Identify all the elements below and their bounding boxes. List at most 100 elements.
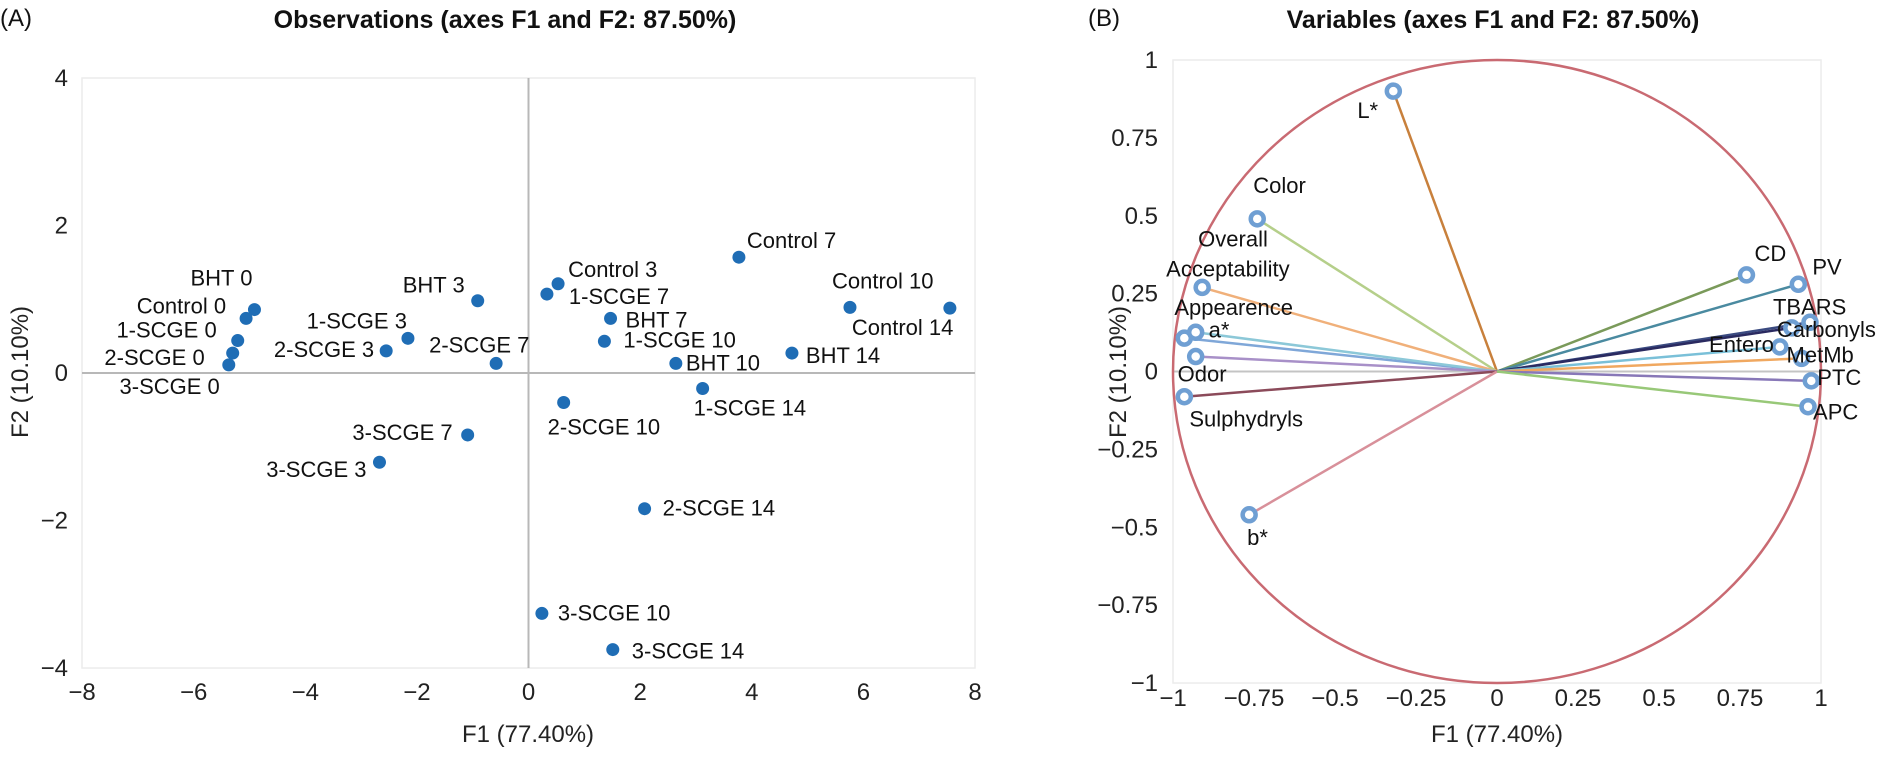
point-label: 1-SCGE 7 (569, 284, 669, 309)
data-point (638, 502, 652, 516)
variable-label: b* (1247, 525, 1268, 550)
y-tick-label: −0.75 (1097, 592, 1158, 619)
x-tick-label: −0.75 (1224, 685, 1285, 712)
variable-marker (1186, 347, 1205, 366)
data-point (557, 396, 571, 409)
variable-marker (1175, 387, 1194, 406)
point-label: 3-SCGE 10 (558, 600, 671, 625)
variable-vector (1256, 217, 1498, 373)
variable-vector (1496, 283, 1799, 373)
data-point (843, 300, 857, 314)
y-tick-label: 1 (1145, 47, 1158, 74)
y-tick-label: 0.5 (1125, 203, 1158, 230)
variable-marker (1384, 82, 1403, 100)
variable-vector (1496, 273, 1747, 373)
data-point (732, 250, 746, 264)
x-tick-label: 8 (968, 679, 981, 706)
variable-label: Overall (1198, 226, 1268, 251)
data-point (461, 428, 475, 442)
data-point (379, 344, 393, 358)
point-label: BHT 7 (626, 307, 688, 332)
variable-marker (1789, 275, 1808, 294)
variable-marker (1771, 338, 1789, 356)
point-label: 2-SCGE 3 (274, 337, 374, 362)
y-tick-label: −0.25 (1097, 436, 1158, 463)
data-point (696, 381, 710, 395)
point-label: 2-SCGE 7 (429, 332, 529, 357)
variable-marker (1792, 349, 1811, 368)
plot-title-b: Variables (axes F1 and F2: 87.50%) (1287, 6, 1700, 34)
variable-vector (1496, 370, 1809, 408)
x-tick-label: 2 (633, 679, 646, 706)
point-label: Control 3 (568, 257, 657, 282)
x-tick-label: −4 (292, 679, 319, 706)
variable-vector (1201, 286, 1498, 373)
y-tick-label: 4 (55, 65, 68, 92)
point-label: Control 0 (137, 293, 226, 318)
x-tick-label: −6 (180, 679, 207, 706)
y-tick-label: −4 (41, 655, 68, 682)
x-tick-label: −0.5 (1311, 685, 1358, 712)
y-tick-label: −1 (1131, 670, 1158, 697)
variable-vector (1496, 326, 1793, 373)
y-axis-label-b: F2 (10.10%) (1105, 306, 1132, 438)
y-tick-label: 0 (1145, 359, 1158, 386)
x-tick-label: 0.75 (1717, 685, 1764, 712)
variable-label: APC (1813, 400, 1858, 425)
data-point (785, 346, 799, 360)
point-label: BHT 10 (686, 350, 760, 375)
point-label: 3-SCGE 0 (120, 374, 220, 399)
x-tick-label: 1 (1814, 685, 1827, 712)
variable-label: Odor (1178, 362, 1227, 387)
data-point (239, 311, 253, 325)
variable-label: Carbonyls (1777, 317, 1876, 342)
point-label: 2-SCGE 14 (663, 496, 776, 521)
panel-label-a: (A) (0, 5, 32, 32)
point-label: BHT 0 (191, 266, 253, 291)
variable-marker (1783, 319, 1801, 337)
variable-marker (1193, 278, 1211, 297)
data-point (606, 643, 620, 657)
point-label: Control 10 (832, 268, 934, 293)
data-point (943, 301, 957, 315)
point-label: 3-SCGE 14 (632, 639, 745, 664)
x-tick-label: 0.25 (1555, 685, 1602, 712)
data-point (247, 303, 261, 317)
variables-plot: (B) Variables (axes F1 and F2: 87.50%) F… (1088, 5, 1876, 748)
variable-label: CD (1754, 241, 1786, 266)
panel-label-b: (B) (1088, 5, 1120, 32)
x-tick-label: 6 (857, 679, 870, 706)
y-tick-label: 0.75 (1111, 125, 1158, 152)
x-tick-label: 0 (1490, 685, 1503, 712)
point-label: 1-SCGE 10 (623, 327, 736, 352)
observations-plot: (A) Observations (axes F1 and F2: 87.50%… (0, 5, 982, 748)
variable-marker (1248, 210, 1266, 228)
variable-vector (1496, 357, 1802, 373)
variable-label: PTC (1817, 365, 1861, 390)
variable-vector (1496, 345, 1780, 373)
point-label: 1-SCGE 14 (694, 395, 807, 420)
data-point (669, 356, 683, 370)
variable-vector (1392, 90, 1499, 372)
variable-label: Appearence (1174, 295, 1293, 320)
point-label: BHT 14 (806, 343, 880, 368)
y-tick-label: 2 (55, 213, 68, 240)
data-point (604, 311, 618, 325)
y-axis-label-a: F2 (10.10%) (7, 306, 34, 438)
variable-marker (1801, 313, 1819, 332)
x-tick-label: −2 (403, 679, 430, 706)
variable-marker (1240, 506, 1258, 524)
data-point (372, 455, 386, 469)
variable-vector (1195, 331, 1498, 373)
data-point (471, 294, 485, 308)
variable-label: Entero (1709, 332, 1774, 357)
plot-title-a: Observations (axes F1 and F2: 87.50%) (274, 6, 737, 34)
point-label: BHT 3 (403, 273, 465, 298)
variable-vector (1248, 370, 1498, 516)
point-label: 1-SCGE 3 (307, 308, 407, 333)
x-tick-label: −0.25 (1386, 685, 1447, 712)
data-point (597, 334, 611, 348)
variable-label: PV (1812, 254, 1842, 279)
data-point (489, 356, 503, 370)
x-axis-label-b: F1 (77.40%) (1431, 721, 1563, 748)
